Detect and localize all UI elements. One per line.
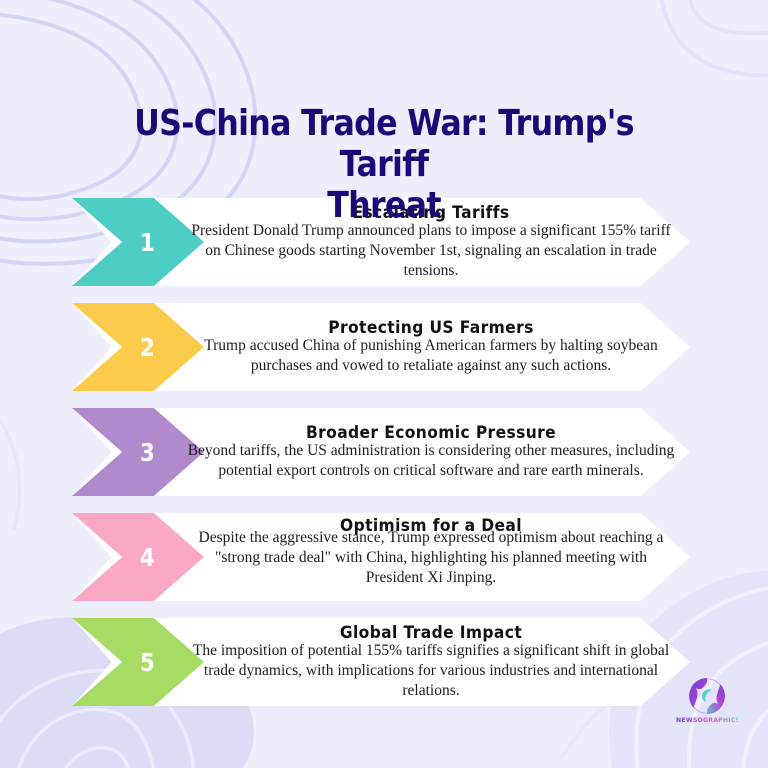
globe-icon	[689, 678, 725, 714]
step-number: 4	[139, 542, 155, 572]
step-body: Despite the aggressive stance, Trump exp…	[198, 529, 664, 586]
page-title: US-China Trade War: Trump's Tariff Threa…	[134, 103, 634, 227]
step-body: The imposition of potential 155% tariffs…	[192, 641, 670, 699]
page-title-block: US-China Trade War: Trump's Tariff Threa…	[84, 103, 684, 226]
step-text: Global Trade Impact The imposition of pot…	[186, 618, 676, 706]
steps-list: 1 Escalating Tariffs President Donald Trum…	[0, 198, 768, 723]
step-row: 5 Global Trade Impact The imposition of po…	[0, 618, 768, 706]
step-row: 2 Protecting US Farmers Trump accused Chin…	[0, 303, 768, 391]
step-row: 3 Broader Economic Pressure Beyond tariffs…	[0, 408, 768, 496]
step-number: 3	[139, 437, 155, 467]
step-text: Escalating Tariffs President Donald Trump…	[186, 198, 676, 286]
step-row: 4 Optimism for a Deal Despite the aggressi…	[0, 513, 768, 601]
step-heading: Optimism for a Deal	[340, 516, 522, 535]
brand-logo[interactable]: NEWSOGRAPHICS	[676, 676, 741, 734]
step-heading: Protecting US Farmers	[328, 317, 534, 337]
step-number: 2	[139, 332, 155, 362]
step-number: 5	[139, 647, 155, 677]
step-heading: Global Trade Impact	[339, 622, 523, 642]
decor-arcs-top-right	[659, 0, 768, 78]
brand-wordmark: NEWSOGRAPHICS	[676, 717, 741, 724]
step-body: Trump accused China of punishing America…	[204, 336, 658, 374]
step-body: President Donald Trump announced plans t…	[191, 221, 671, 279]
step-heading: Escalating Tariffs	[352, 202, 510, 222]
step-heading: Broader Economic Pressure	[305, 422, 557, 442]
step-text: Protecting US Farmers Trump accused China…	[186, 303, 676, 391]
step-text: Broader Economic Pressure Beyond tariffs,…	[186, 408, 676, 496]
step-body: Beyond tariffs, the US administration is…	[187, 441, 675, 479]
step-text: Optimism for a Deal Despite the aggressiv…	[186, 513, 676, 605]
